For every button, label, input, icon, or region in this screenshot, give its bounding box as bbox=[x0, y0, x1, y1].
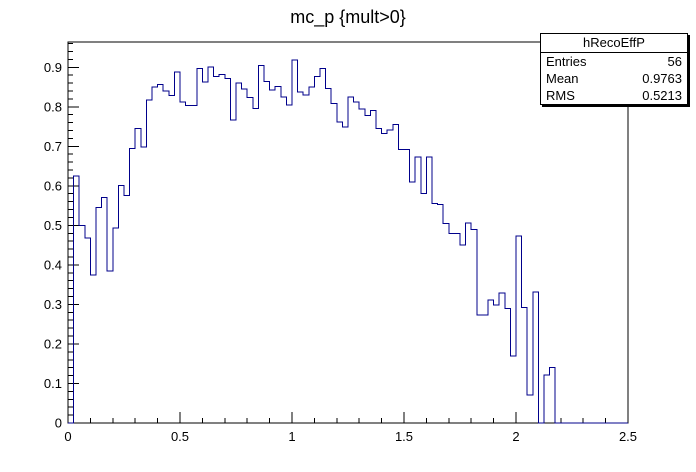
y-axis-tick-label: 0.4 bbox=[44, 257, 62, 272]
stats-label: Entries bbox=[546, 54, 587, 69]
x-axis-tick-label: 0.5 bbox=[171, 429, 189, 444]
y-axis-tick-label: 0.7 bbox=[44, 139, 62, 154]
x-axis-tick-label: 0 bbox=[64, 429, 71, 444]
y-axis-tick-label: 0.1 bbox=[44, 376, 62, 391]
x-axis-tick-label: 1 bbox=[288, 429, 295, 444]
x-axis-tick-label: 2 bbox=[512, 429, 519, 444]
stats-label: RMS bbox=[546, 88, 575, 103]
y-axis-tick-label: 0 bbox=[55, 416, 62, 431]
stats-box-rows: Entries 56 Mean 0.9763 RMS 0.5213 bbox=[541, 53, 687, 104]
y-axis-tick-label: 0.5 bbox=[44, 218, 62, 233]
y-axis-tick-label: 0.6 bbox=[44, 178, 62, 193]
stats-value: 56 bbox=[667, 54, 682, 69]
stats-row: Mean 0.9763 bbox=[541, 70, 687, 87]
chart-title: mc_p {mult>0} bbox=[290, 7, 406, 27]
stats-row: RMS 0.5213 bbox=[541, 87, 687, 104]
y-axis-tick-label: 0.8 bbox=[44, 99, 62, 114]
y-axis-tick-label: 0.9 bbox=[44, 60, 62, 75]
y-axis-tick-label: 0.2 bbox=[44, 336, 62, 351]
stats-box-title: hRecoEffP bbox=[541, 34, 687, 53]
stats-value: 0.5213 bbox=[642, 88, 682, 103]
x-axis-tick-label: 1.5 bbox=[395, 429, 413, 444]
stats-label: Mean bbox=[546, 71, 579, 86]
x-axis-tick-label: 2.5 bbox=[619, 429, 637, 444]
stats-value: 0.9763 bbox=[642, 71, 682, 86]
stats-box: hRecoEffP Entries 56 Mean 0.9763 RMS 0.5213 bbox=[540, 33, 688, 105]
stats-row: Entries 56 bbox=[541, 53, 687, 70]
histogram-line bbox=[68, 59, 628, 424]
y-axis-tick-label: 0.3 bbox=[44, 297, 62, 312]
